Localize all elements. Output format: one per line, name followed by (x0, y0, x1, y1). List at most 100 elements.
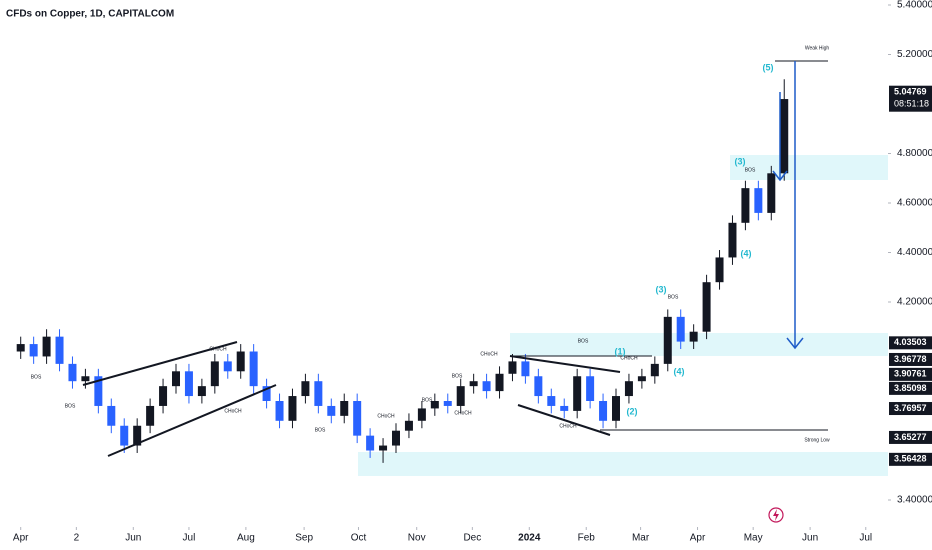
icon (768, 507, 784, 523)
arrows (772, 61, 804, 350)
candle-body (599, 401, 608, 421)
x-tick-label: 2024 (518, 533, 541, 544)
x-tick-label: Jun (802, 533, 818, 544)
x-tick-label: Apr (13, 533, 29, 544)
annotation: BOS (31, 374, 42, 380)
candle-body (159, 386, 168, 406)
wave-label: (3) (656, 284, 667, 294)
candle-body (417, 408, 426, 421)
price-label: 3.85098 (894, 383, 927, 393)
x-tick-label: Dec (463, 533, 481, 544)
candle-body (327, 405, 336, 416)
candle-body (754, 188, 763, 213)
candle-body (366, 435, 375, 451)
x-tick-label: Aug (237, 533, 255, 544)
candle-body (650, 363, 659, 377)
candle-body (184, 371, 193, 397)
wave-label: (4) (674, 366, 685, 376)
annotation: BOS (315, 427, 326, 433)
candle-body (353, 401, 362, 436)
y-tick-label: 5.40000 (897, 0, 932, 11)
price-label-box (889, 367, 932, 381)
candle-body (560, 405, 569, 411)
candle-body (741, 188, 750, 223)
candle-body (586, 376, 595, 401)
annotation: BOS (452, 373, 463, 379)
candle-body (146, 405, 155, 426)
wave-label: (4) (741, 248, 752, 258)
price-label: 4.03503 (894, 337, 927, 347)
zones (358, 155, 888, 476)
price-label-box (889, 402, 932, 416)
price-label-box (889, 430, 932, 444)
price-label-box (889, 85, 932, 112)
candle-body (689, 331, 698, 342)
candle-body (637, 376, 646, 382)
price-label: 5.04769 (894, 87, 927, 97)
x-tick-label: 2 (74, 533, 80, 544)
candle-body (404, 420, 413, 431)
annotation: CHoCH (454, 410, 472, 416)
annotation: CHoCH (559, 423, 577, 429)
annotation: CHoCH (209, 346, 227, 352)
y-tick-label: 5.20000 (897, 49, 932, 60)
candle-body (55, 336, 64, 364)
price-label: 3.56428 (894, 454, 927, 464)
candle-body (534, 376, 543, 397)
candle-body (340, 401, 349, 416)
candle-body (780, 99, 789, 174)
wave-label: (3) (735, 156, 746, 166)
x-tick-label: Oct (351, 533, 367, 544)
y-tick-label: 4.60000 (897, 198, 932, 209)
wave-label: (1) (615, 346, 626, 356)
candle-body (94, 376, 103, 406)
candle-body (767, 173, 776, 213)
candle-body (120, 425, 129, 446)
icon-circle (768, 507, 784, 523)
annotation: Weak High (805, 45, 830, 51)
annotation: BOS (65, 403, 76, 409)
candle-body (392, 430, 400, 446)
price-label: 3.65277 (894, 432, 927, 442)
annotation: CHoCH (377, 413, 395, 419)
candle-body (197, 386, 206, 397)
x-tick-label: Nov (408, 533, 426, 544)
candle-body (456, 386, 465, 406)
arrow-head (772, 170, 788, 182)
candle-body (482, 381, 491, 392)
price-label-box (889, 381, 932, 395)
trend-line (517, 404, 611, 436)
trend-line (82, 341, 238, 386)
price-label: 3.76957 (894, 403, 927, 413)
countdown: 08:51:18 (894, 99, 929, 109)
trend-lines (82, 341, 621, 457)
price-label: 3.96778 (894, 354, 927, 364)
x-tick-label: Sep (295, 533, 313, 544)
arrow-head (786, 337, 804, 350)
icon-bolt (773, 509, 779, 521)
levels (510, 60, 828, 431)
price-label-box (889, 336, 932, 350)
candles (16, 79, 789, 463)
x-tick-label: Apr (690, 533, 706, 544)
candle-body (223, 361, 232, 372)
zone (510, 333, 888, 356)
candle-body (172, 371, 180, 387)
x-tick-label: Mar (632, 533, 650, 544)
candle-body (521, 361, 530, 377)
candle-body (573, 376, 582, 411)
candle-body (443, 401, 452, 406)
annotation: CHoCH (480, 351, 498, 357)
annotation: BOS (422, 397, 433, 403)
annotation: BOS (668, 294, 679, 300)
candle-body (495, 373, 504, 392)
y-tick-label: 4.40000 (897, 247, 932, 258)
y-tick-label: 3.40000 (897, 495, 932, 506)
candle-body (728, 222, 737, 258)
x-tick-label: Jul (859, 533, 872, 544)
candle-body (624, 381, 633, 397)
y-tick-label: 4.20000 (897, 297, 932, 308)
annotation: Strong Low (804, 437, 830, 443)
candle-body (612, 396, 620, 421)
